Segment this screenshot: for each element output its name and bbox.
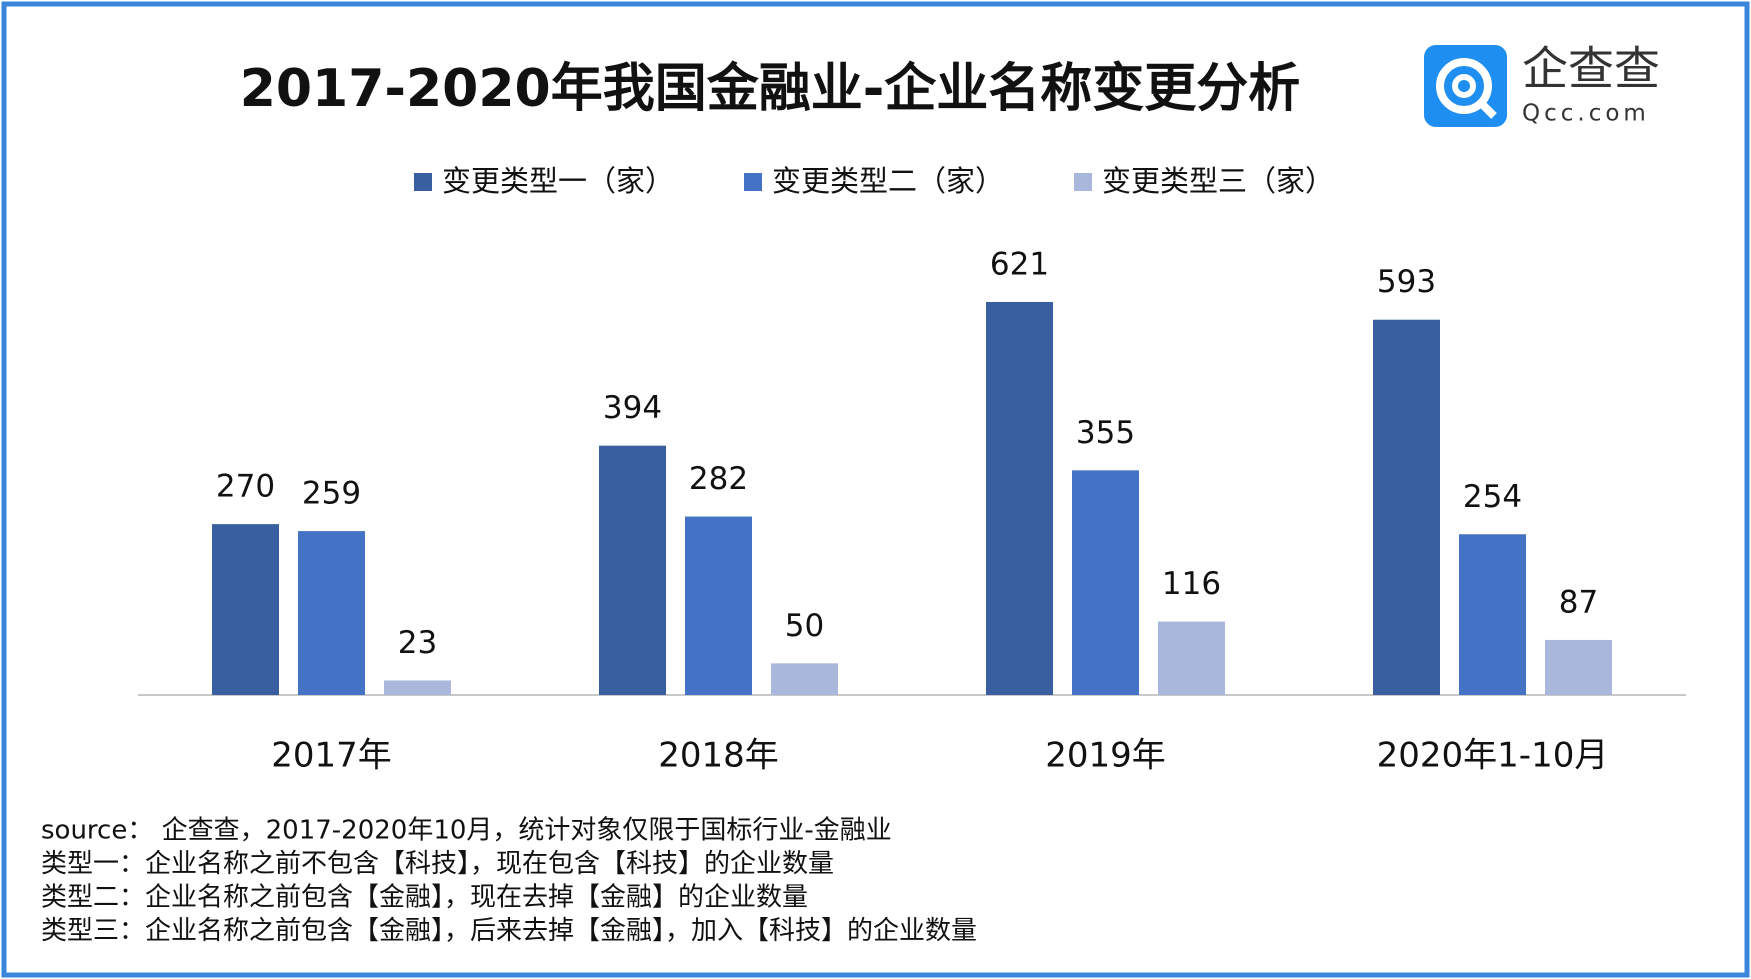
bar: [685, 516, 752, 695]
value-label: 23: [398, 625, 437, 661]
logo-domain: Qcc.com: [1522, 101, 1650, 127]
legend-swatch: [744, 173, 762, 191]
logo-tail: [1477, 99, 1497, 119]
legend-swatch: [414, 173, 432, 191]
logo: 企查查 Qcc.com: [1424, 42, 1660, 127]
value-label: 259: [302, 476, 361, 512]
bar: [212, 524, 279, 695]
legend-label: 变更类型二（家）: [772, 164, 1004, 198]
note: 类型二：企业名称之前包含【金融】，现在去掉【金融】的企业数量: [41, 883, 808, 913]
x-tick-label: 2020年1-10月: [1377, 736, 1609, 776]
x-tick-label: 2017年: [271, 736, 392, 776]
note: 类型一：企业名称之前不包含【科技】，现在包含【科技】的企业数量: [41, 849, 834, 879]
value-label: 621: [990, 246, 1049, 282]
value-label: 593: [1377, 264, 1436, 300]
bar: [986, 301, 1053, 695]
bar: [1373, 319, 1440, 695]
bar: [298, 531, 365, 695]
x-tick-label: 2018年: [658, 736, 779, 776]
logo-ring-inner: [1452, 74, 1476, 98]
legend-label: 变更类型一（家）: [442, 164, 674, 198]
bar: [1158, 621, 1225, 695]
logo-name: 企查查: [1522, 42, 1660, 96]
logo-ring: [1436, 58, 1492, 114]
note: 类型三：企业名称之前包含【金融】，后来去掉【金融】，加入【科技】的企业数量: [41, 916, 977, 946]
value-label: 87: [1559, 584, 1598, 620]
legend-label: 变更类型三（家）: [1102, 164, 1334, 198]
bar: [599, 445, 666, 695]
value-label: 254: [1463, 479, 1522, 515]
bar: [384, 680, 451, 695]
bar: [1072, 470, 1139, 695]
legend-swatch: [1074, 173, 1092, 191]
bar: [1545, 639, 1612, 695]
bar: [771, 663, 838, 695]
x-tick-label: 2019年: [1045, 736, 1166, 776]
note: source： 企查查，2017-2020年10月，统计对象仅限于国标行业-金融…: [41, 816, 892, 846]
value-label: 270: [216, 469, 275, 505]
value-label: 116: [1162, 566, 1221, 602]
value-label: 394: [603, 390, 662, 426]
chart-title: 2017-2020年我国金融业-企业名称变更分析: [240, 59, 1301, 119]
value-label: 50: [785, 608, 824, 644]
bar: [1459, 534, 1526, 695]
value-label: 355: [1076, 415, 1135, 451]
value-label: 282: [689, 461, 748, 497]
